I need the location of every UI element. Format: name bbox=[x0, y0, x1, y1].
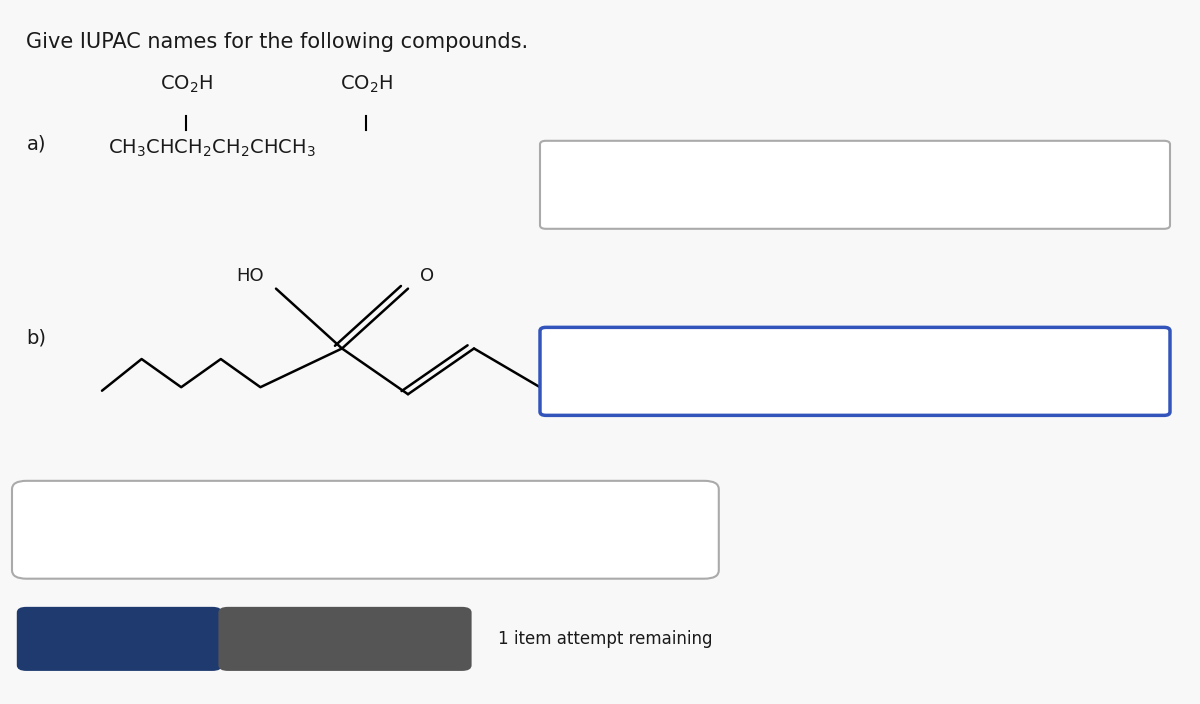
Text: HO: HO bbox=[236, 267, 264, 285]
Text: CO$_2$H: CO$_2$H bbox=[160, 74, 212, 95]
Text: CH$_3$CHCH$_2$CH$_2$CHCH$_3$: CH$_3$CHCH$_2$CH$_2$CHCH$_3$ bbox=[108, 137, 316, 158]
Text: CO$_2$H: CO$_2$H bbox=[340, 74, 392, 95]
FancyBboxPatch shape bbox=[17, 607, 222, 671]
FancyBboxPatch shape bbox=[540, 327, 1170, 415]
Text: Give IUPAC names for the following compounds.: Give IUPAC names for the following compo… bbox=[26, 32, 528, 51]
FancyBboxPatch shape bbox=[12, 481, 719, 579]
Text: 1 item attempt remaining: 1 item attempt remaining bbox=[498, 630, 713, 648]
Text: Submit Answer: Submit Answer bbox=[50, 631, 188, 646]
Text: a): a) bbox=[26, 135, 46, 153]
Text: O: O bbox=[420, 267, 434, 285]
Text: Try Another Version: Try Another Version bbox=[256, 631, 434, 646]
FancyBboxPatch shape bbox=[540, 141, 1170, 229]
FancyBboxPatch shape bbox=[218, 607, 472, 671]
Text: An error has been detected in your answer. Check for typos,
miscalculations etc.: An error has been detected in your answe… bbox=[48, 502, 533, 540]
Text: b): b) bbox=[26, 329, 47, 347]
